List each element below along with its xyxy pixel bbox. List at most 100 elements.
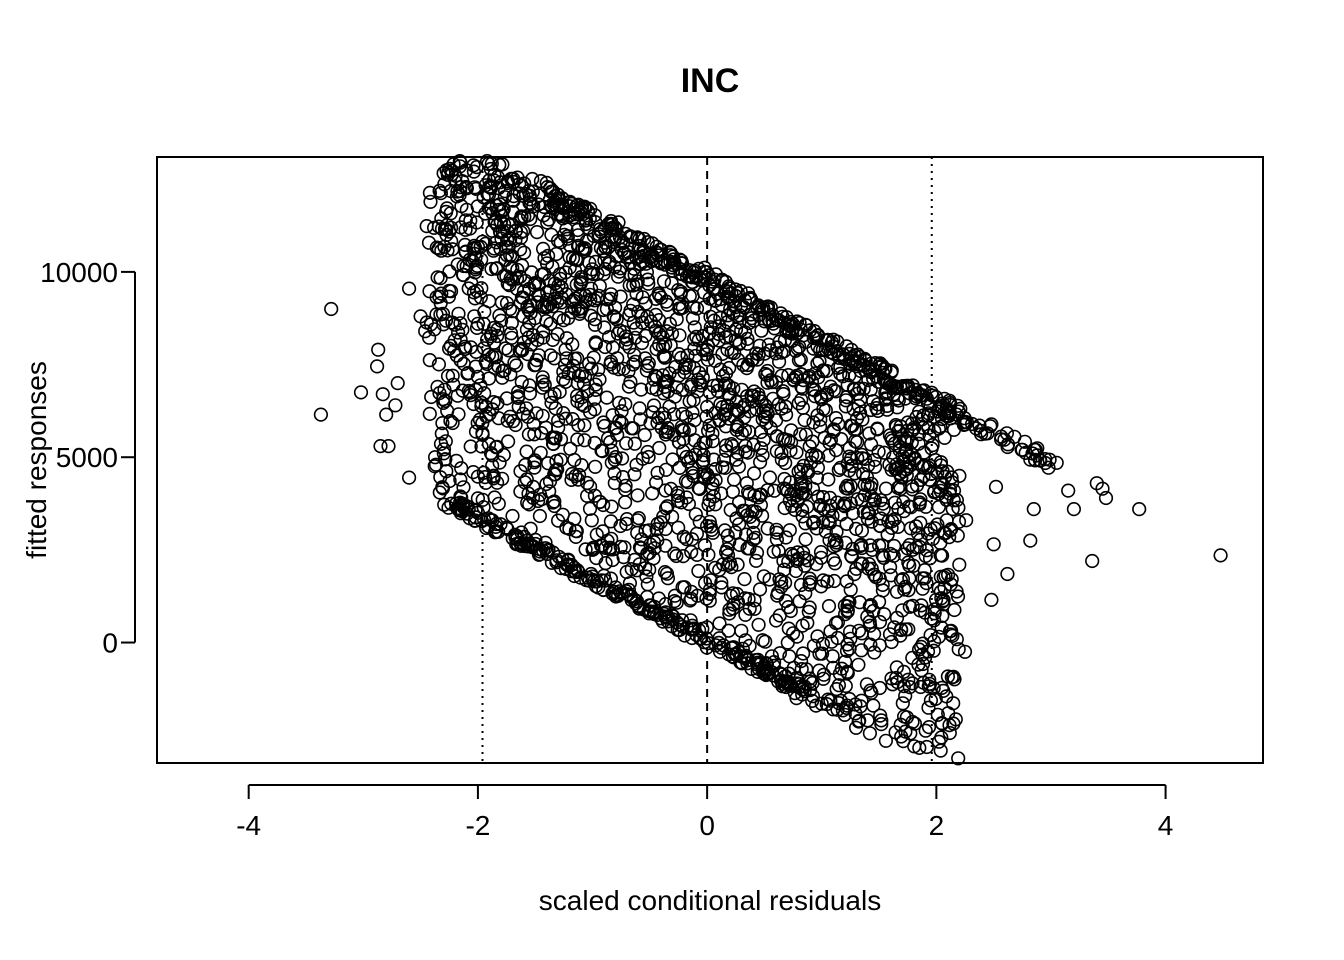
data-point [703,320,718,335]
data-point [498,252,513,267]
data-point [1000,566,1015,582]
data-point [725,293,741,309]
data-point [942,523,958,538]
data-point [806,514,822,530]
data-point [905,650,920,666]
data-point [776,344,792,359]
data-point [626,315,641,330]
data-point [587,317,603,332]
data-point [667,588,683,603]
data-point [634,532,649,547]
data-point [518,273,533,289]
data-point [810,629,825,644]
data-point [658,337,673,352]
data-point [504,315,519,331]
data-point [823,498,838,513]
data-point [856,358,871,374]
data-point [940,669,956,684]
data-point [896,504,912,519]
data-point [813,390,829,405]
data-point [829,524,844,540]
data-point [795,618,810,633]
data-point [431,357,447,372]
data-point [324,301,339,317]
data-point [928,592,944,607]
data-point [1098,490,1114,506]
data-point [624,561,639,577]
data-point [707,313,722,328]
data-point [705,426,720,441]
y-tick-label: 0 [102,628,118,659]
data-point [802,682,818,698]
data-point [1023,533,1038,548]
data-point [758,634,773,649]
data-point [442,341,457,356]
data-point [570,394,585,409]
data-point [925,438,940,453]
data-point [842,624,858,639]
data-point [612,413,627,429]
data-point [623,589,638,604]
data-point [737,571,752,587]
data-point [768,613,784,628]
data-point [535,241,551,256]
data-point [665,452,680,467]
data-point [677,365,692,380]
data-point [877,445,892,460]
data-point [443,338,458,354]
data-point [603,354,619,369]
data-point [450,184,465,199]
data-point [609,420,624,436]
data-point [1041,460,1056,475]
data-point [537,266,552,281]
data-point [616,235,631,251]
data-point [1030,448,1045,463]
data-point [523,211,538,227]
data-point [957,644,973,659]
data-point [518,187,534,202]
data-point [926,613,942,628]
data-point [673,301,688,316]
data-point [1085,553,1100,569]
data-point [951,642,966,657]
data-point [821,513,836,529]
data-point [488,348,503,363]
data-point [455,322,470,337]
data-point [893,380,908,395]
data-point [504,272,520,287]
data-point [467,180,482,195]
data-point [428,450,443,465]
data-point [616,361,631,376]
data-point [828,615,844,631]
data-point [582,405,598,420]
data-point [544,227,559,242]
data-point [453,220,468,235]
data-point [781,599,796,615]
data-point [422,406,437,422]
data-point [477,512,492,527]
data-point [568,468,583,484]
data-point [554,280,569,295]
data-point [862,726,878,741]
data-point [632,599,647,615]
data-point [755,412,770,427]
data-point [810,489,826,504]
data-point [586,540,601,555]
data-point [871,594,887,609]
data-point [758,403,774,418]
data-point [813,544,829,560]
data-point [495,364,510,379]
data-point [739,361,754,376]
data-point [892,443,907,458]
data-point [484,261,499,277]
data-point [813,579,829,594]
data-point [436,395,451,411]
data-point [616,325,632,340]
data-point [454,461,469,476]
data-point [902,679,917,695]
data-point [510,529,525,544]
x-tick-label: -4 [236,810,261,841]
data-point [552,384,567,400]
data-point [758,398,773,413]
data-point [662,399,677,414]
